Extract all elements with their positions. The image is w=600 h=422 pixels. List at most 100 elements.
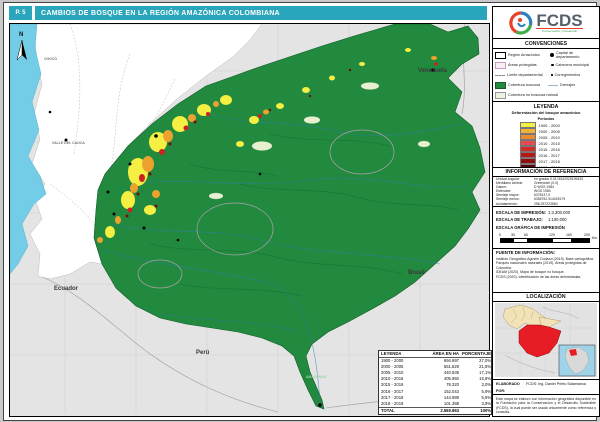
logo-box: FCDS Conservación y Desarrollo <box>492 6 600 39</box>
note-box: Este mapa se elaboró con información geo… <box>492 394 600 418</box>
logo-tagline: Conservación y Desarrollo <box>536 27 583 33</box>
elaborado-row: ELABORADO POR: FCDS: Ing. Daniel Prieto S… <box>496 382 586 393</box>
forest-texture <box>149 133 459 297</box>
ref-row: Semieje mayor: 6378137.0 <box>496 193 551 198</box>
region-swatch <box>495 51 506 59</box>
table-header-row: LEYENDA ÁREA EN HA PORCENTAJE <box>379 351 491 359</box>
protected-areas <box>137 129 395 289</box>
legend-item-corregimientos: Corregimientos <box>547 70 597 80</box>
rivers <box>101 113 471 403</box>
col-leyenda: LEYENDA <box>381 351 402 356</box>
sidebar: FCDS Conservación y Desarrollo CONVENCIO… <box>492 6 600 418</box>
area-statistics-table: LEYENDA ÁREA EN HA PORCENTAJE 1900 - 200… <box>378 350 492 415</box>
protected-swatch <box>495 61 506 69</box>
fuente-box: FUENTE DE INFORMACIÓN: Instituto Geográf… <box>492 248 600 293</box>
scale-unit: Km <box>592 236 598 240</box>
main-map: N Venezuela Ecuador Perú Brasil CHOCÓ VA… <box>9 23 492 417</box>
disclaimer-note: Este mapa se elaboró con información geo… <box>496 397 596 414</box>
localizacion-title: LOCALIZACIÓN <box>493 293 599 302</box>
localizacion-inset-map <box>495 303 597 377</box>
pacific-ocean <box>10 24 47 275</box>
deforestation-2010-2019 <box>127 62 438 213</box>
deforestation-2000-2010 <box>97 56 437 243</box>
label-choco: CHOCÓ <box>44 56 57 61</box>
map-canvas: N Venezuela Ecuador Perú Brasil CHOCÓ VA… <box>10 24 487 414</box>
amazon-region-red <box>518 324 562 358</box>
legend-item-capital: Capital de departamento <box>547 50 597 60</box>
non-forest-swatch <box>495 91 506 99</box>
period-swatch <box>519 163 536 167</box>
svg-text:N: N <box>19 32 23 38</box>
fuente-line: Parques nacionales naturales (2019). Áre… <box>496 261 587 270</box>
escala-box: ESCALA DE IMPRESIÓN: 1:3.300.000 ESCALA D… <box>492 206 600 249</box>
table-row: 2015 - 2016 78.320 3,0% <box>381 382 491 388</box>
label-amazonas: AMAZONAS <box>306 375 327 379</box>
scale-bar <box>500 238 590 243</box>
logo-wordmark: FCDS <box>536 10 583 30</box>
credits-box: ELABORADO POR: FCDS: Ing. Daniel Prieto S… <box>492 379 600 395</box>
drainage-line-icon <box>548 84 558 86</box>
cabecera-dot-icon <box>551 63 554 67</box>
leyenda-box: LEYENDA Deforestación del bosque amazóni… <box>492 101 600 168</box>
fuente-line: IDEAM (2020). Mapa de bosque no bosque. <box>496 270 565 275</box>
limit-line-icon <box>495 74 505 76</box>
colombia-highlight-mini <box>569 349 577 356</box>
escala-impresion: ESCALA DE IMPRESIÓN: 1:3.300.000 <box>496 210 571 215</box>
leyenda-periods-label: Periodos <box>537 116 555 121</box>
north-arrow: N <box>16 32 27 61</box>
leyenda-title: LEYENDA <box>533 104 559 110</box>
map-sheet: P. 5 CAMBIOS DE BOSQUE EN LA REGIÓN AMAZ… <box>3 2 600 421</box>
convenciones-grid: Región Amazónica Capital de departamento… <box>493 49 599 90</box>
legend-item-cabecera: Cabecera municipal <box>547 60 597 70</box>
table-row: 2005 - 2010 440.838 17,1% <box>381 370 491 376</box>
table-row: 2010 - 2015 405.950 15,8% <box>381 376 491 382</box>
ref-row: Meridiano central: Greenwich (0.0) <box>496 181 559 186</box>
leyenda-subtitle: Deforestación del bosque amazónico <box>511 110 581 115</box>
table-total-row: TOTAL 2.569.863 100% <box>379 406 491 413</box>
forest-swatch <box>495 81 506 89</box>
deforestation-recent-dots <box>125 68 352 218</box>
ref-row: Esferoide: WGS 1984 <box>496 189 551 194</box>
escala-grafica-title: ESCALA GRÁFICA DE IMPRESIÓN <box>496 225 565 230</box>
table-row: 1900 - 2000 694.697 27,0% <box>381 358 491 364</box>
table-row: 2016 - 2017 152.043 5,9% <box>381 388 491 394</box>
settlement-dots <box>48 68 435 407</box>
department-borders <box>49 24 176 235</box>
col-area: ÁREA EN HA <box>432 351 459 356</box>
logo-text-block: FCDS Conservación y Desarrollo <box>536 10 583 33</box>
non-forest-patches <box>208 82 431 200</box>
table-row: 2000 - 2005 551.829 21,5% <box>381 364 491 370</box>
scale-bar-ticks: 0 30 60 120 160 200 Km <box>499 233 598 240</box>
legend-item-limite: Límite departamental <box>495 70 547 80</box>
convenciones-box: CONVENCIONES Región Amazónica Capital de… <box>492 38 600 102</box>
fcds-logo-icon <box>509 10 533 34</box>
ref-row: Datum: D WGS 1984 <box>496 185 554 190</box>
ref-row: Semieje menor: 6356752.314245179 <box>496 197 566 202</box>
localizacion-box: LOCALIZACIÓN <box>492 292 600 380</box>
label-valle: VALLE DEL CAUCA <box>52 141 85 145</box>
table-row: 2018 - 2019 101.388 3,9% <box>381 400 491 406</box>
coastal-inlet <box>28 174 44 206</box>
map-labels: Venezuela Ecuador Perú Brasil CHOCÓ VALL… <box>44 56 448 379</box>
period-row: 2018 - 2019 <box>493 163 599 167</box>
capital-dot-icon <box>550 53 554 57</box>
fuente-title: FUENTE DE INFORMACIÓN: <box>496 250 556 255</box>
col-pct: PORCENTAJE <box>461 351 491 356</box>
ref-row: Unidad angular: en grados 0.0174532925199… <box>496 177 584 181</box>
legend-item-drenajes: Drenajes <box>547 80 597 90</box>
label-venezuela: Venezuela <box>418 68 448 74</box>
legend-item-region: Región Amazónica <box>495 50 547 60</box>
page-number-badge: P. 5 <box>9 6 32 20</box>
referencia-title: INFORMACIÓN DE REFERENCIA <box>493 168 599 177</box>
legend-item-no-boscosa: Cobertura no boscosa natural <box>493 90 599 100</box>
page-title: CAMBIOS DE BOSQUE EN LA REGIÓN AMAZÓNICA… <box>35 6 487 20</box>
label-ecuador: Ecuador <box>54 286 79 292</box>
corregimiento-dot-icon <box>551 74 553 76</box>
legend-item-boscosa: Cobertura boscosa <box>495 80 547 90</box>
colombia-andes-region <box>29 24 263 280</box>
fuente-line: FCDS (2020). Identificación de las áreas… <box>496 274 582 279</box>
legend-item-protegidas: Áreas protegidas <box>495 60 547 70</box>
label-brasil: Brasil <box>408 270 425 276</box>
convenciones-title: CONVENCIONES <box>493 39 599 49</box>
referencia-box: INFORMACIÓN DE REFERENCIA Unidad angular… <box>492 167 600 207</box>
